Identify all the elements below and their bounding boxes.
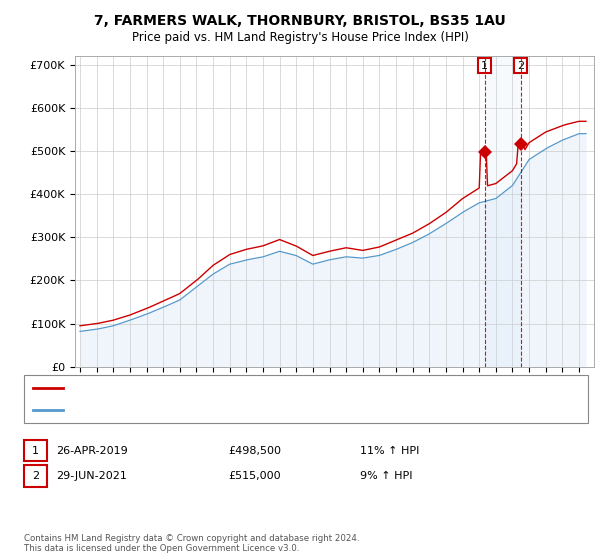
Text: HPI: Average price, detached house, South Gloucestershire: HPI: Average price, detached house, Sout… [69,405,364,415]
Text: Contains HM Land Registry data © Crown copyright and database right 2024.
This d: Contains HM Land Registry data © Crown c… [24,534,359,553]
Text: £515,000: £515,000 [228,471,281,481]
Text: 2: 2 [32,471,39,481]
Text: 26-APR-2019: 26-APR-2019 [56,446,128,456]
Text: 1: 1 [32,446,39,456]
Text: Price paid vs. HM Land Registry's House Price Index (HPI): Price paid vs. HM Land Registry's House … [131,31,469,44]
Text: 7, FARMERS WALK, THORNBURY, BRISTOL, BS35 1AU: 7, FARMERS WALK, THORNBURY, BRISTOL, BS3… [94,14,506,28]
Text: 11% ↑ HPI: 11% ↑ HPI [360,446,419,456]
Text: 2: 2 [517,60,524,71]
Text: 7, FARMERS WALK, THORNBURY, BRISTOL, BS35 1AU (detached house): 7, FARMERS WALK, THORNBURY, BRISTOL, BS3… [69,383,423,393]
Text: 29-JUN-2021: 29-JUN-2021 [56,471,127,481]
Text: 9% ↑ HPI: 9% ↑ HPI [360,471,413,481]
Text: £498,500: £498,500 [228,446,281,456]
Text: 1: 1 [481,60,488,71]
